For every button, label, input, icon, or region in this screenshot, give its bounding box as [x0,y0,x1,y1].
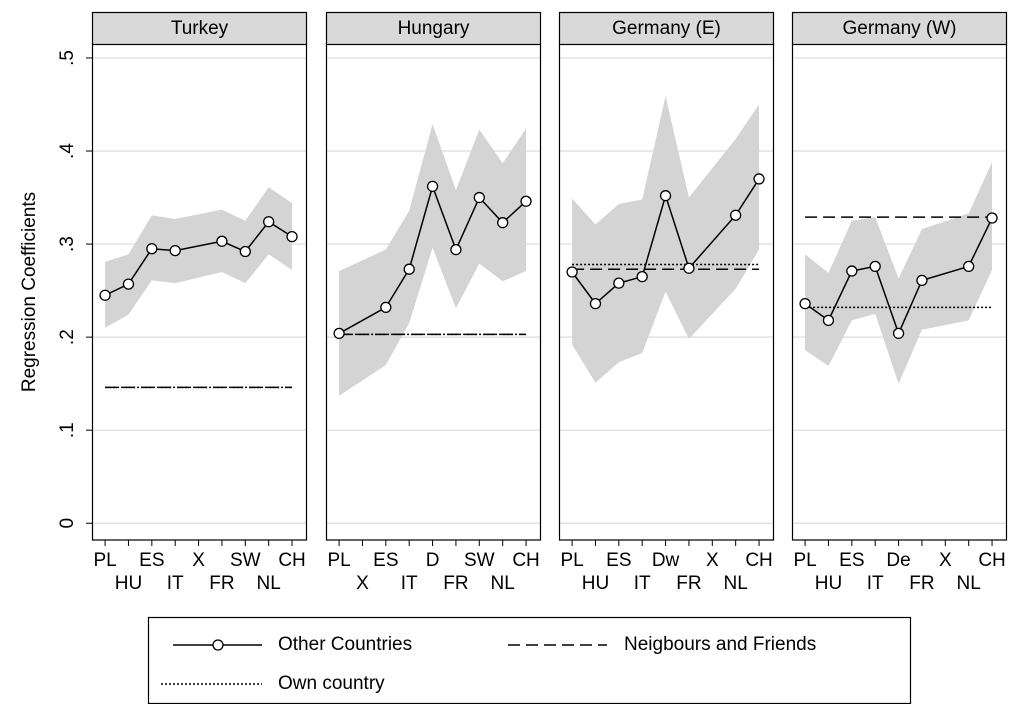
panel-title: Germany (W) [843,18,957,39]
x-tick-label: ES [839,550,864,571]
legend-label: Neigbours and Friends [624,634,816,655]
point [892,327,905,340]
x-tick-label: CH [745,550,772,571]
x-tick-label: NL [491,573,515,594]
point [146,243,158,255]
point [497,217,509,229]
point [869,260,881,273]
x-tick-label: HU [115,573,142,594]
point [333,327,345,340]
panel-title: Germany (E) [612,18,721,39]
other-countries-line [338,183,527,335]
x-tick-label: PL [560,550,583,571]
point [239,245,251,258]
x-tick-label: PL [327,550,350,571]
point [822,314,835,327]
x-tick-label: ES [606,550,631,571]
point [683,262,695,274]
x-tick-label: De [886,550,910,571]
y-axis-label: Regression Coefficients [19,192,40,392]
point [403,263,415,275]
x-tick-label: X [356,573,369,594]
x-tick-label: IT [401,573,418,594]
point [636,270,648,283]
panel-header [325,11,542,46]
point [380,301,392,314]
legend [147,616,912,704]
y-tick-label: .2 [57,329,78,345]
point [122,278,135,290]
point [263,216,275,228]
x-tick-label: CH [978,550,1005,571]
x-tick-label: X [192,550,205,571]
point [963,260,975,273]
x-tick-label: CH [278,550,305,571]
y-tick-label: 0 [57,518,78,529]
point [659,190,672,202]
panel-title: Hungary [398,18,470,39]
y-tick-label: .4 [57,143,78,159]
x-tick-label: PL [793,550,816,571]
point [450,244,462,256]
x-tick-label: ES [373,550,398,571]
x-tick-label: SW [464,550,495,571]
point [473,191,485,204]
point [753,173,765,185]
point [846,265,858,277]
point [169,244,181,257]
y-tick-label: .5 [57,50,78,66]
x-tick-label: FR [209,573,234,594]
x-tick-label: NL [957,573,981,594]
x-tick-label: CH [512,550,539,571]
x-tick-label: IT [867,573,884,594]
confidence-band [105,187,293,328]
x-tick-label: PL [93,550,116,571]
legend-label: Other Countries [278,634,412,655]
other-countries-line [804,217,993,336]
point [613,277,625,289]
y-tick-label: .1 [57,422,78,438]
point [286,230,298,243]
point [986,212,998,224]
x-tick-label: FR [909,573,934,594]
x-tick-label: Dw [652,550,680,571]
panel-header [558,11,775,46]
point [589,297,602,310]
x-tick-label: X [939,550,952,571]
x-tick-label: IT [634,573,651,594]
x-tick-label: HU [582,573,609,594]
x-tick-label: X [706,550,719,571]
panel-header [791,11,1008,46]
point [216,235,228,247]
panel-title: Turkey [171,18,229,39]
confidence-band [805,162,993,384]
point [426,180,439,193]
confidence-band [572,96,760,383]
x-tick-label: NL [257,573,281,594]
x-tick-label: SW [230,550,261,571]
panel-header [91,11,308,46]
x-tick-label: FR [676,573,701,594]
point [799,297,811,310]
x-tick-label: NL [724,573,748,594]
x-tick-label: HU [815,573,842,594]
x-tick-label: D [426,550,440,571]
x-tick-label: FR [443,573,468,594]
legend-label: Own country [278,673,385,694]
point [566,266,578,278]
point [916,274,928,287]
x-tick-label: ES [139,550,164,571]
point [520,195,532,207]
y-tick-label: .3 [57,236,78,252]
legend-marker [212,639,224,651]
point [99,289,111,301]
x-tick-label: IT [167,573,184,594]
other-countries-line [104,220,293,296]
point [730,209,742,221]
